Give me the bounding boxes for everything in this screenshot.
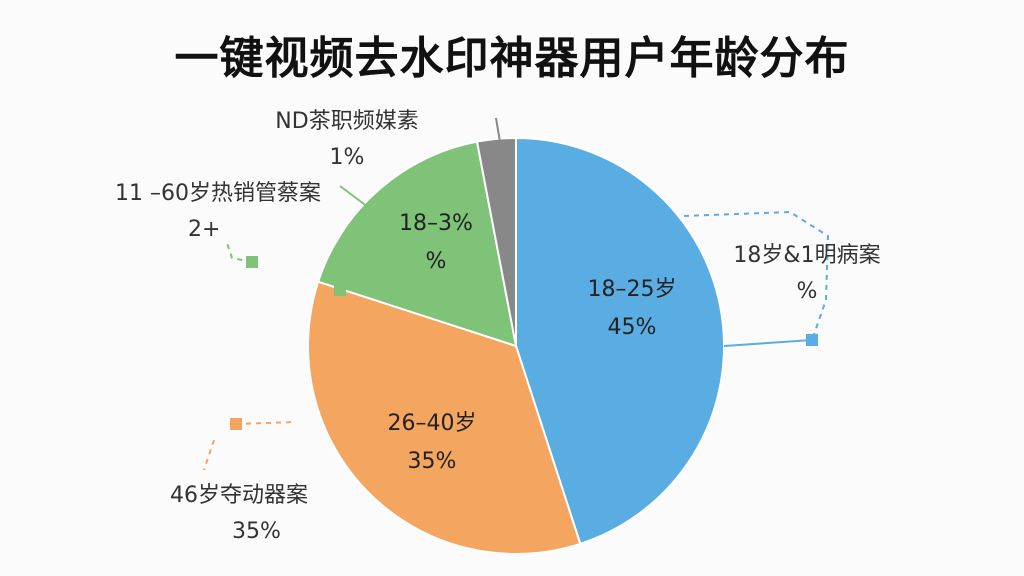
pie-slice-2 xyxy=(316,140,518,348)
callout-top-value: 1% xyxy=(329,145,365,170)
callout-bottom-value: 35% xyxy=(232,519,281,544)
slice-label-2: 18–3% xyxy=(399,211,473,236)
callout-top: ND茶职频媒素 1% xyxy=(262,104,432,176)
callout-top-label: ND茶职频媒素 xyxy=(275,109,419,134)
marker-blue xyxy=(806,334,818,346)
slice-value-2: % xyxy=(426,249,447,274)
marker-orange xyxy=(230,418,242,430)
slice-label-0: 18–25岁 xyxy=(588,277,677,302)
slice-label-1: 26–40岁 xyxy=(388,411,477,436)
marker-green xyxy=(246,256,258,268)
pie-slice-0 xyxy=(515,136,725,546)
callout-left-value: 2+ xyxy=(188,217,221,242)
leader-blue-solid xyxy=(723,339,813,347)
callout-right-value: % xyxy=(796,279,818,304)
leader-blue-dash xyxy=(683,210,830,341)
leader-orange-left xyxy=(203,439,215,471)
slice-value-1: 35% xyxy=(408,449,457,474)
leader-green-left xyxy=(225,239,253,263)
callout-right-label: 18岁&1明病案 xyxy=(733,243,881,268)
callout-left-label: 11 –60岁热销管蔡案 xyxy=(115,181,321,206)
callout-bottom: 46岁夺动器案 35% xyxy=(170,478,340,550)
marker-green-2 xyxy=(334,284,346,296)
leader-orange-top xyxy=(235,421,297,425)
callout-right: 18岁&1明病案 % xyxy=(722,238,892,310)
leader-green-solid xyxy=(339,185,373,211)
leader-gray xyxy=(495,117,501,143)
chart-title: 一键视频去水印神器用户年龄分布 xyxy=(174,33,850,84)
slice-value-0: 45% xyxy=(608,315,657,340)
pie-slice-3 xyxy=(475,136,517,347)
callout-bottom-label: 46岁夺动器案 xyxy=(170,483,308,508)
callout-left: 11 –60岁热销管蔡案 2+ xyxy=(108,176,328,248)
pie-slice-1 xyxy=(307,280,582,555)
